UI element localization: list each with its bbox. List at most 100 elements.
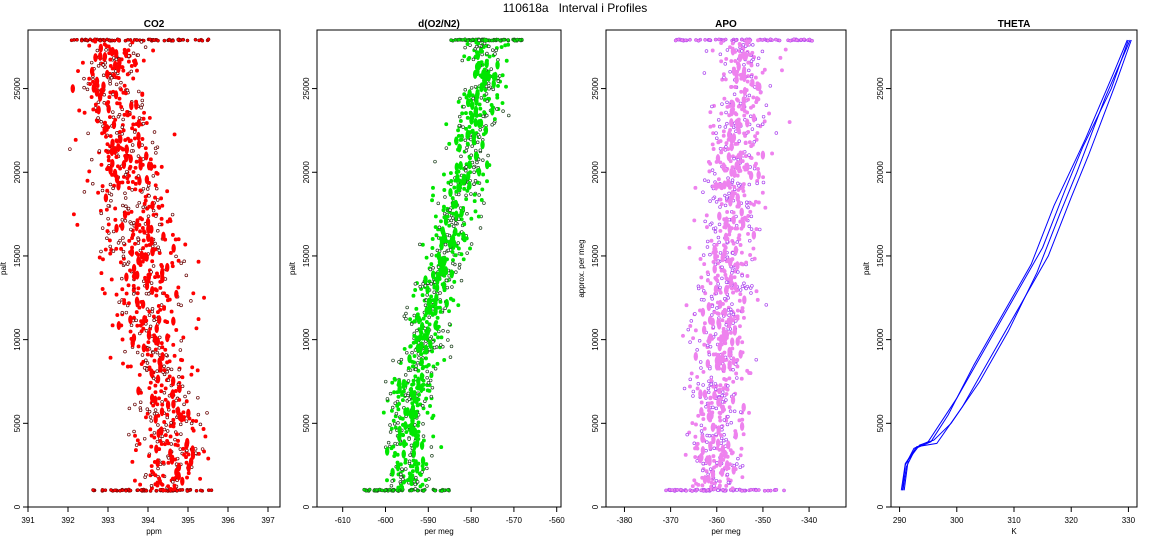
- data-point: [742, 193, 747, 198]
- data-point: [711, 435, 716, 445]
- data-point: [730, 450, 735, 455]
- data-point: [444, 122, 449, 127]
- data-point: [181, 335, 186, 340]
- data-point: [433, 225, 438, 230]
- data-point: [120, 276, 124, 281]
- data-point: [463, 88, 467, 92]
- x-tick-label: 290: [893, 516, 907, 525]
- data-point: [175, 432, 179, 437]
- data-point: [147, 454, 151, 458]
- data-point: [110, 46, 115, 56]
- data-point: [477, 135, 482, 139]
- data-point: [722, 297, 727, 301]
- data-point: [79, 38, 84, 43]
- data-point: [456, 303, 461, 308]
- data-point: [138, 161, 143, 171]
- data-point: [467, 124, 472, 129]
- data-point: [129, 149, 134, 153]
- data-point: [99, 162, 104, 167]
- data-point: [414, 367, 418, 372]
- data-point: [718, 285, 722, 290]
- data-point: [82, 110, 87, 115]
- data-point: [691, 389, 696, 394]
- data-point: [139, 250, 144, 260]
- data-point: [466, 142, 470, 147]
- data-point: [154, 293, 159, 298]
- data-point: [481, 158, 485, 162]
- data-point: [424, 255, 429, 260]
- data-point: [692, 218, 697, 223]
- data-point: [711, 196, 716, 201]
- data-point: [770, 151, 775, 156]
- data-point: [458, 119, 463, 123]
- theta-profile-line-1: [901, 39, 1129, 491]
- data-point: [194, 419, 199, 424]
- data-point: [168, 486, 173, 491]
- data-point: [747, 93, 752, 98]
- data-point: [457, 262, 462, 267]
- data-point: [802, 37, 806, 42]
- data-point: [734, 112, 739, 117]
- data-point: [413, 487, 418, 491]
- data-point: [395, 452, 400, 457]
- data-point: [136, 154, 141, 158]
- data-point: [423, 275, 428, 285]
- data-point: [737, 139, 741, 143]
- data-point: [688, 384, 692, 389]
- data-point: [140, 103, 145, 107]
- data-point: [695, 386, 700, 391]
- data-point: [748, 171, 754, 181]
- data-point: [738, 453, 743, 458]
- data-point: [474, 44, 479, 49]
- data-point: [155, 271, 159, 276]
- data-point: [163, 386, 168, 391]
- data-point: [156, 466, 160, 471]
- data-point: [189, 299, 193, 303]
- data-point: [131, 288, 136, 293]
- data-point: [462, 54, 467, 59]
- data-point: [730, 337, 735, 347]
- data-point: [206, 456, 211, 461]
- data-point: [774, 488, 779, 492]
- data-point: [104, 101, 109, 106]
- data-point: [425, 285, 430, 295]
- data-point: [451, 261, 455, 266]
- data-point: [139, 488, 143, 493]
- data-point: [726, 477, 731, 482]
- data-point: [120, 218, 125, 222]
- data-point: [493, 71, 498, 81]
- data-point: [426, 362, 431, 367]
- data-point: [389, 408, 394, 413]
- data-point: [711, 259, 716, 264]
- data-point: [483, 125, 489, 135]
- data-point: [712, 390, 717, 400]
- data-point: [106, 222, 111, 227]
- data-point: [409, 482, 414, 486]
- data-point: [727, 318, 732, 328]
- data-point: [434, 233, 439, 238]
- data-point: [694, 422, 698, 427]
- data-point: [126, 180, 131, 185]
- data-point: [475, 160, 479, 165]
- data-point: [719, 41, 724, 45]
- data-point: [124, 204, 128, 208]
- data-point: [124, 310, 129, 315]
- x-axis-label: K: [1011, 527, 1017, 536]
- data-point: [391, 418, 396, 423]
- data-point: [397, 360, 401, 364]
- data-point: [725, 472, 730, 477]
- data-point: [430, 198, 435, 203]
- data-point: [176, 285, 181, 290]
- data-point: [687, 430, 692, 435]
- data-point: [176, 258, 181, 263]
- data-point: [742, 131, 747, 136]
- data-point: [708, 395, 713, 400]
- data-point: [146, 340, 151, 345]
- data-point: [449, 38, 453, 42]
- data-point: [152, 318, 156, 323]
- data-point: [739, 250, 744, 255]
- data-point: [121, 203, 125, 208]
- data-point: [201, 427, 206, 431]
